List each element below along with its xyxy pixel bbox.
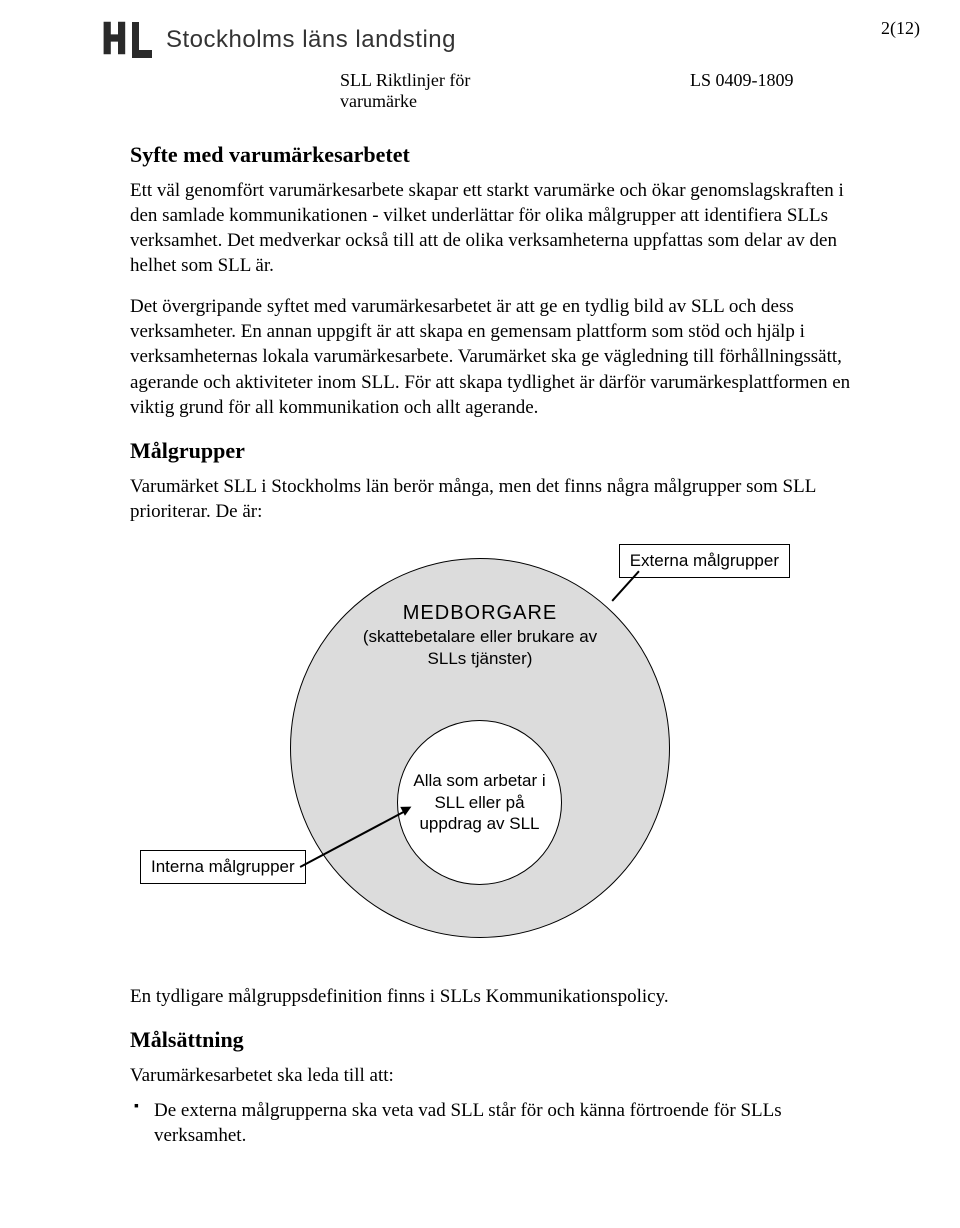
doc-ref: LS 0409-1809	[690, 70, 794, 112]
doc-title-line1: SLL Riktlinjer för	[340, 70, 470, 90]
sll-logo-icon	[100, 20, 156, 60]
para-malgrupper-footer: En tydligare målgruppsdefinition finns i…	[130, 984, 860, 1009]
header: Stockholms läns landsting	[100, 20, 860, 60]
outer-title: MEDBORGARE	[403, 602, 557, 624]
heading-syfte: Syfte med varumärkesarbetet	[130, 142, 860, 168]
content: Syfte med varumärkesarbetet Ett väl geno…	[130, 142, 860, 1148]
logo-block: Stockholms läns landsting	[100, 20, 456, 60]
inner-text: Alla som arbetar i SLL eller på uppdrag …	[408, 770, 551, 834]
org-name: Stockholms läns landsting	[166, 26, 456, 54]
doc-title-line2: varumärke	[340, 91, 417, 111]
para-syfte-2: Det övergripande syftet med varumärkesar…	[130, 294, 860, 419]
outer-circle-label: MEDBORGARE (skattebetalare eller brukare…	[355, 600, 605, 670]
para-malgrupper-1: Varumärket SLL i Stockholms län berör må…	[130, 474, 860, 524]
doc-meta: SLL Riktlinjer för varumärke LS 0409-180…	[340, 70, 860, 112]
internal-label-box: Interna målgrupper	[140, 850, 306, 884]
external-label-box: Externa målgrupper	[619, 544, 790, 578]
target-groups-diagram: MEDBORGARE (skattebetalare eller brukare…	[140, 540, 760, 960]
para-syfte-1: Ett väl genomfört varumärkesarbete skapa…	[130, 178, 860, 278]
inner-circle: Alla som arbetar i SLL eller på uppdrag …	[397, 720, 562, 885]
heading-malgrupper: Målgrupper	[130, 438, 860, 464]
para-malsattning-1: Varumärkesarbetet ska leda till att:	[130, 1063, 860, 1088]
bullet-list: De externa målgrupperna ska veta vad SLL…	[134, 1098, 860, 1148]
page-number: 2(12)	[881, 18, 920, 39]
doc-title: SLL Riktlinjer för varumärke	[340, 70, 540, 112]
list-item: De externa målgrupperna ska veta vad SLL…	[134, 1098, 860, 1148]
heading-malsattning: Målsättning	[130, 1027, 860, 1053]
outer-sub: (skattebetalare eller brukare av SLLs tj…	[363, 627, 597, 668]
